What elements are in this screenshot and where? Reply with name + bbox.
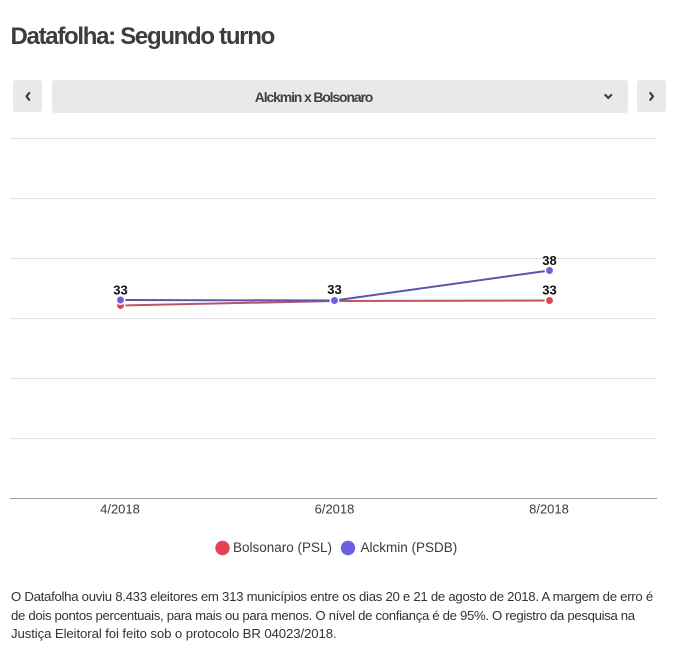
svg-text:33: 33 [327, 282, 341, 297]
svg-text:33: 33 [542, 283, 556, 298]
svg-text:8/2018: 8/2018 [529, 502, 569, 517]
svg-text:6/2018: 6/2018 [315, 502, 355, 517]
svg-text:Alckmin (PSDB): Alckmin (PSDB) [361, 540, 458, 555]
svg-text:33: 33 [113, 283, 127, 298]
svg-text:4/2018: 4/2018 [100, 502, 140, 517]
svg-text:Bolsonaro (PSL): Bolsonaro (PSL) [233, 540, 332, 555]
svg-text:38: 38 [542, 253, 556, 268]
